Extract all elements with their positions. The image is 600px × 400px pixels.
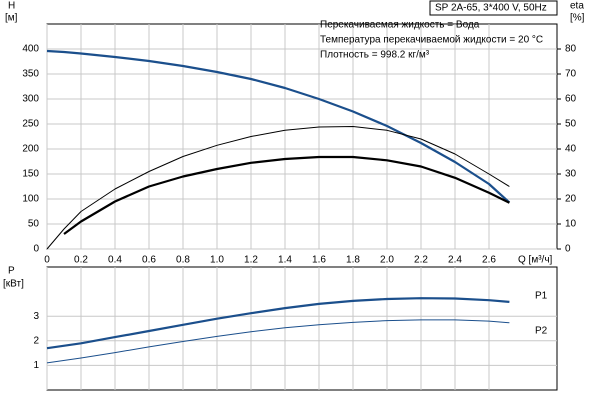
- y2-label: eta: [570, 1, 584, 12]
- curve: [46, 297, 510, 350]
- x-label: Q [м³/ч]: [518, 255, 553, 266]
- x-tick-label: 0.8: [176, 255, 190, 266]
- y2-tick-label: 80: [565, 44, 577, 55]
- y2-tick-label: 0: [565, 244, 571, 255]
- x-tick-label: 1.4: [278, 255, 292, 266]
- x-tick-label: 2.0: [380, 255, 394, 266]
- y-tick-label: 0: [33, 244, 39, 255]
- y-unit: [м]: [5, 13, 18, 24]
- x-tick-label: 2.6: [482, 255, 496, 266]
- x-tick-label: 0: [44, 255, 50, 266]
- y-tick-label: 250: [22, 119, 39, 130]
- annotation: Температура перекачиваемой жидкости = 20…: [320, 35, 543, 46]
- plot-frame: [46, 266, 558, 391]
- x-tick-label: 0.4: [108, 255, 122, 266]
- x-tick-label: 1.8: [346, 255, 360, 266]
- annotation: Перекачиваемая жидкость = Вода: [320, 20, 480, 31]
- y2-tick-label: 30: [565, 169, 577, 180]
- y-unit: [кВт]: [3, 279, 24, 290]
- y2-tick-label: 50: [565, 119, 577, 130]
- series-label: P2: [535, 325, 548, 336]
- y-tick-label: 400: [22, 44, 39, 55]
- x-tick-label: 0.2: [74, 255, 88, 266]
- y-label: P: [8, 266, 15, 277]
- x-tick-label: 1.0: [210, 255, 224, 266]
- y-tick-label: 1: [33, 360, 39, 371]
- y2-tick-label: 40: [565, 144, 577, 155]
- x-tick-label: 0.6: [142, 255, 156, 266]
- y-tick-label: 300: [22, 94, 39, 105]
- y-tick-label: 50: [28, 219, 40, 230]
- curve: [63, 155, 510, 235]
- y2-tick-label: 10: [565, 219, 577, 230]
- y2-tick-label: 20: [565, 194, 577, 205]
- y-tick-label: 3: [33, 311, 39, 322]
- y-label: H: [8, 1, 15, 12]
- y-tick-label: 200: [22, 144, 39, 155]
- x-tick-label: 1.2: [244, 255, 258, 266]
- plot-frame: [46, 23, 558, 250]
- grid: [46, 24, 557, 390]
- info-text: SP 2A-65, 3*400 V, 50Hz: [435, 3, 547, 14]
- annotation: Плотность = 998.2 кг/м³: [320, 50, 430, 61]
- x-tick-label: 2.2: [414, 255, 428, 266]
- y-tick-label: 150: [22, 169, 39, 180]
- curve: [46, 49, 511, 204]
- y2-tick-label: 70: [565, 69, 577, 80]
- x-tick-label: 1.6: [312, 255, 326, 266]
- y2-tick-label: 60: [565, 94, 577, 105]
- curve: [46, 126, 510, 250]
- series-label: P1: [535, 291, 548, 302]
- curves: [46, 49, 511, 364]
- x-tick-label: 2.4: [448, 255, 462, 266]
- info-box: [429, 0, 558, 16]
- y2-unit: [%]: [570, 13, 585, 24]
- curve: [46, 319, 510, 364]
- y-tick-label: 100: [22, 194, 39, 205]
- y-tick-label: 350: [22, 69, 39, 80]
- y-tick-label: 2: [33, 335, 39, 346]
